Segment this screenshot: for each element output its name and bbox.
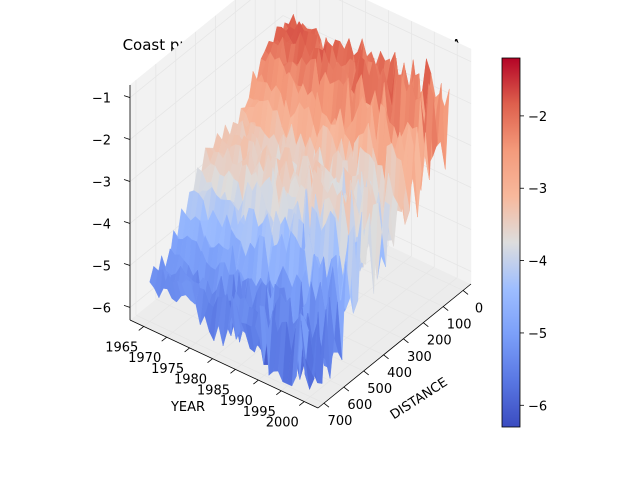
z-tick-mark bbox=[123, 221, 131, 224]
x-tick-mark bbox=[207, 358, 213, 363]
x-tick-label: 2000 bbox=[266, 416, 299, 431]
colorbar-tick-label: −2 bbox=[528, 110, 547, 125]
z-tick-label: −6 bbox=[92, 301, 111, 316]
axis-line bbox=[129, 319, 319, 409]
y-tick-mark bbox=[383, 354, 389, 360]
y-tick-mark bbox=[423, 322, 429, 327]
surface-facet bbox=[305, 359, 315, 391]
x-tick-label: 1970 bbox=[128, 351, 161, 366]
surface-plot bbox=[149, 13, 450, 391]
grid-line bbox=[338, 0, 472, 62]
x-tick-mark bbox=[253, 379, 259, 385]
colorbar-tick-label: −5 bbox=[528, 327, 547, 342]
z-tick-mark bbox=[123, 137, 131, 140]
y-tick-label: 500 bbox=[367, 382, 392, 397]
colorbar-tick-label: −6 bbox=[528, 399, 547, 414]
x-tick-label: 1995 bbox=[243, 405, 276, 420]
colorbar-tick-label: −3 bbox=[528, 182, 547, 197]
y-tick-label: 400 bbox=[387, 366, 412, 381]
y-tick-label: 600 bbox=[347, 398, 372, 413]
axis-lines bbox=[129, 85, 472, 409]
z-tick-mark bbox=[123, 305, 131, 308]
y-tick-label: 300 bbox=[407, 350, 432, 365]
colorbar: −2 −3 −4 −5 −6 bbox=[501, 57, 547, 428]
z-tick-mark bbox=[123, 263, 131, 266]
y-tick-mark bbox=[403, 338, 409, 344]
colorbar-gradient bbox=[501, 57, 521, 428]
colorbar-ticks: −2 −3 −4 −5 −6 bbox=[520, 110, 547, 414]
y-tick-mark bbox=[462, 290, 469, 295]
grid-line bbox=[129, 15, 284, 140]
y-tick-mark bbox=[323, 402, 330, 408]
x-tick-label: 1980 bbox=[174, 373, 207, 388]
x-tick-label: 1985 bbox=[197, 383, 230, 398]
z-axis-ticks: −1 −2 −3 −4 −5 −6 bbox=[92, 92, 131, 316]
y-tick-label: 700 bbox=[328, 414, 353, 429]
z-tick-label: −5 bbox=[92, 259, 111, 274]
x-tick-mark bbox=[138, 326, 145, 331]
x-tick-label: 1975 bbox=[151, 362, 184, 377]
x-tick-mark bbox=[184, 347, 190, 353]
grid-line bbox=[129, 0, 252, 98]
y-axis-label: DISTANCE bbox=[388, 375, 451, 423]
x-tick-label: 1965 bbox=[105, 340, 138, 355]
z-tick-mark bbox=[123, 95, 131, 98]
y-tick-label: 200 bbox=[427, 334, 452, 349]
y-tick-mark bbox=[363, 370, 369, 376]
colorbar-tick-label: −4 bbox=[528, 255, 547, 270]
x-tick-mark bbox=[161, 336, 167, 342]
y-tick-mark bbox=[442, 306, 449, 311]
x-tick-mark bbox=[298, 401, 305, 406]
x-tick-mark bbox=[276, 390, 282, 396]
grid-line bbox=[135, 314, 325, 404]
z-tick-label: −4 bbox=[92, 217, 111, 232]
x-tick-label: 1990 bbox=[220, 394, 253, 409]
x-axis-label: YEAR bbox=[170, 400, 205, 415]
z-tick-label: −1 bbox=[92, 92, 111, 107]
axis-line bbox=[317, 283, 472, 409]
y-tick-label: 0 bbox=[475, 301, 483, 316]
y-tick-mark bbox=[343, 386, 350, 392]
z-tick-label: −3 bbox=[92, 176, 111, 191]
y-tick-label: 100 bbox=[447, 318, 472, 333]
x-tick-mark bbox=[230, 369, 236, 374]
z-tick-label: −2 bbox=[92, 134, 111, 149]
z-tick-mark bbox=[123, 179, 131, 182]
